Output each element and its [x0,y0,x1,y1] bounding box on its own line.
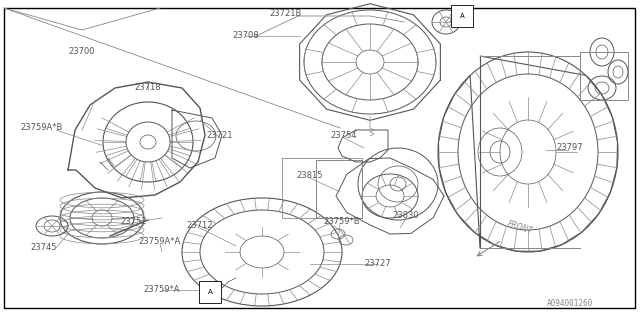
Text: 23759A*A: 23759A*A [139,237,181,246]
Text: A: A [207,289,212,295]
Text: 23745: 23745 [31,244,57,252]
Text: 23708: 23708 [233,31,259,41]
Text: 23759*B: 23759*B [324,218,360,227]
Text: 23752: 23752 [121,218,147,227]
Text: 23797: 23797 [557,143,583,153]
Text: 23830: 23830 [393,212,419,220]
Text: 23721B: 23721B [270,10,302,19]
Text: 23718: 23718 [134,84,161,92]
Text: 23759*A: 23759*A [144,285,180,294]
Text: FRONT: FRONT [506,220,534,236]
Text: 23721: 23721 [207,132,233,140]
Text: 23700: 23700 [68,47,95,57]
Text: 23727: 23727 [365,260,391,268]
Text: A094001260: A094001260 [547,300,593,308]
Text: A: A [460,13,465,19]
Text: 23712: 23712 [187,221,213,230]
Text: 23815: 23815 [297,172,323,180]
Text: 23754: 23754 [331,132,357,140]
Text: 23759A*B: 23759A*B [21,124,63,132]
